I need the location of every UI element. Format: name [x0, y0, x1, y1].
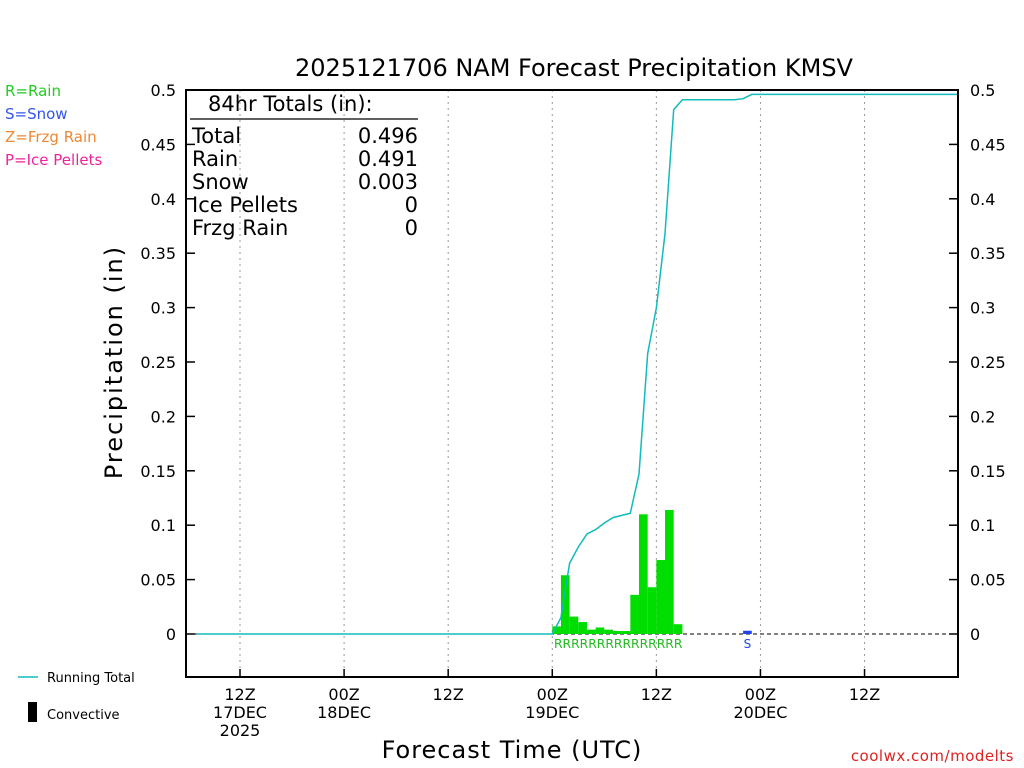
rain-bar — [552, 626, 561, 634]
right-y-axis: 0.5 0.45 0.4 0.35 0.3 0.25 0.2 0.15 0.1 0.05 0 — [949, 81, 1006, 644]
y-tick-label-left: 0.2 — [151, 407, 176, 426]
totals-row-value: 0.496 — [358, 124, 418, 148]
x-tick-label: 00Z — [328, 685, 359, 704]
x-tick-label: 17DEC — [213, 703, 267, 722]
ptype-strip-text: S — [744, 637, 752, 651]
convective-legend-label: Convective — [47, 708, 120, 723]
rain-bar — [656, 560, 666, 634]
x-tick-label: 18DEC — [317, 703, 371, 722]
x-tick-label: 20DEC — [733, 703, 787, 722]
y-tick-label-left: 0.25 — [140, 353, 176, 372]
y-tick-label-right: 0.3 — [970, 299, 995, 318]
y-tick-label-left: 0.15 — [140, 462, 176, 481]
y-tick-label-right: 0.5 — [970, 81, 995, 100]
chart-title: 2025121706 NAM Forecast Precipitation KM… — [295, 54, 854, 82]
snow-bar — [743, 630, 752, 634]
running-total-legend-label: Running Total — [47, 671, 135, 686]
bottom-legend: Running Total Convective — [18, 671, 135, 723]
rain-bar — [586, 629, 596, 634]
rain-bar — [621, 631, 631, 634]
x-tick-label: 00Z — [537, 685, 568, 704]
running-total-line — [196, 93, 958, 635]
x-tick-label: 12Z — [641, 685, 672, 704]
credit-text: coolwx.com/modelts — [851, 747, 1014, 765]
rain-bar — [673, 624, 683, 634]
ptype-strip-text: RRRRRRRRRRRRRRR — [554, 637, 682, 651]
y-tick-label-left: 0.3 — [151, 299, 176, 318]
y-tick-label-left: 0.05 — [140, 571, 176, 590]
ptype-legend-item: P=Ice Pellets — [5, 151, 102, 169]
x-tick-label: 2025 — [220, 721, 261, 740]
totals-row-value: 0 — [405, 216, 418, 240]
rain-bar — [604, 629, 613, 634]
y-tick-label-left: 0.35 — [140, 244, 176, 263]
totals-row-value: 0.491 — [358, 147, 418, 171]
totals-row-value: 0.003 — [358, 170, 418, 194]
totals-row-label: Snow — [192, 170, 249, 194]
x-tick-label: 00Z — [745, 685, 776, 704]
x-tick-label: 12Z — [849, 685, 880, 704]
totals-row-value: 0 — [405, 193, 418, 217]
x-tick-label: 12Z — [433, 685, 464, 704]
ptype-legend-item: Z=Frzg Rain — [5, 128, 97, 146]
rain-bar — [569, 616, 579, 634]
y-tick-label-right: 0.4 — [970, 190, 995, 209]
rain-bar — [630, 594, 640, 634]
y-tick-label-left: 0.5 — [151, 81, 176, 100]
y-tick-label-right: 0.1 — [970, 516, 995, 535]
rain-bar — [560, 575, 570, 634]
rain-bar — [595, 627, 605, 634]
y-tick-label-right: 0 — [970, 625, 980, 644]
rain-bar — [665, 509, 674, 634]
convective-legend-swatch — [28, 702, 37, 722]
y-tick-label-right: 0.45 — [970, 135, 1006, 154]
ptype-strip: RRRRRRRRRRRRRRR S — [554, 637, 751, 651]
vertical-gridlines — [239, 90, 866, 677]
left-y-axis: 0.5 0.45 0.4 0.35 0.3 0.25 0.2 0.15 0.1 0.05 0 — [140, 81, 195, 644]
plot-frame — [185, 89, 959, 678]
x-tick-label: 19DEC — [525, 703, 579, 722]
rain-bar — [578, 622, 587, 634]
rain-bar — [612, 631, 622, 634]
x-axis-label: Forecast Time (UTC) — [382, 736, 643, 764]
totals-box: 84hr Totals (in): Total 0.496 Rain 0.491 Sno… — [190, 92, 418, 240]
totals-row-label: Ice Pellets — [192, 193, 298, 217]
y-tick-label-left: 0 — [166, 625, 176, 644]
precip-bars — [552, 509, 752, 634]
y-tick-label-left: 0.1 — [151, 516, 176, 535]
ptype-legend-item: R=Rain — [5, 82, 61, 100]
y-tick-label-left: 0.4 — [151, 190, 176, 209]
y-axis-label: Precipitation (in) — [100, 245, 128, 479]
y-tick-label-right: 0.15 — [970, 462, 1006, 481]
totals-row-label: Frzg Rain — [192, 216, 288, 240]
rain-bar — [639, 514, 648, 634]
y-tick-label-right: 0.05 — [970, 571, 1006, 590]
y-tick-label-right: 0.35 — [970, 244, 1006, 263]
x-tick-label: 12Z — [224, 685, 255, 704]
y-tick-label-left: 0.45 — [140, 135, 176, 154]
y-tick-label-right: 0.25 — [970, 353, 1006, 372]
y-tick-label-right: 0.2 — [970, 407, 995, 426]
rain-bar — [647, 587, 657, 634]
ptype-legend: R=Rain S=Snow Z=Frzg Rain P=Ice Pellets — [5, 82, 102, 169]
totals-row-label: Rain — [192, 147, 238, 171]
ptype-legend-item: S=Snow — [5, 105, 68, 123]
totals-row-label: Total — [191, 124, 241, 148]
totals-heading: 84hr Totals (in): — [208, 92, 373, 116]
